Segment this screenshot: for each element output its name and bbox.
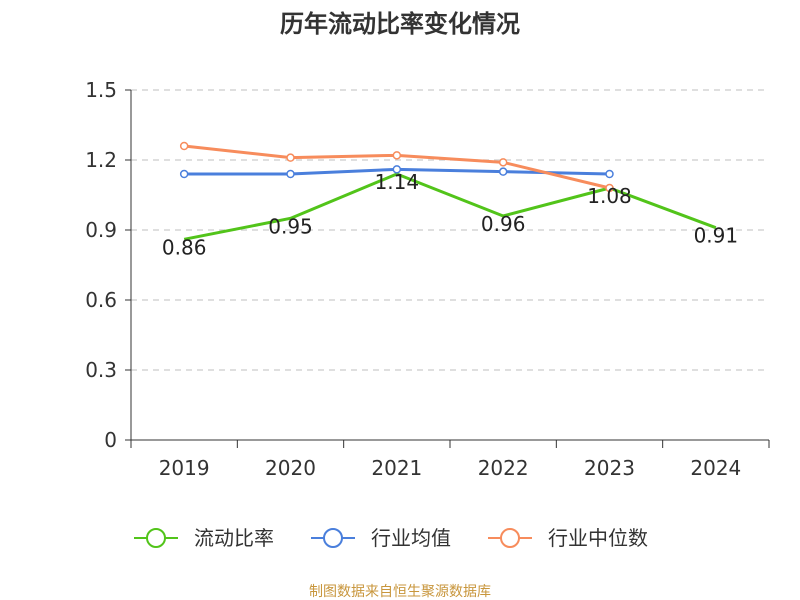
x-axis: 2019 2020 2021 2022 2023 2024: [130, 439, 770, 480]
data-labels: 0.86 0.95 1.14 0.96 1.08 0.91: [162, 170, 738, 259]
data-label: 1.14: [375, 170, 420, 194]
series-1: [179, 165, 614, 179]
series: [179, 141, 717, 241]
series-point: [179, 169, 189, 179]
x-tick-label: 2022: [478, 456, 529, 480]
legend[interactable]: 流动比率 行业均值 行业中位数: [134, 526, 648, 550]
series-point: [286, 153, 295, 162]
legend-item-0[interactable]: 流动比率: [134, 526, 274, 550]
y-tick-label: 0.3: [85, 358, 117, 382]
y-tick-label: 0.6: [85, 288, 117, 312]
y-tick-label: 0: [104, 428, 117, 452]
y-tick-label: 0.9: [85, 218, 117, 242]
data-label: 0.95: [268, 214, 313, 238]
series-point: [286, 169, 295, 179]
legend-marker: [323, 528, 343, 548]
series-2: [179, 141, 614, 193]
legend-marker: [500, 528, 520, 548]
x-tick-label: 2023: [584, 456, 635, 480]
legend-marker: [146, 528, 166, 548]
x-tick-label: 2020: [265, 456, 316, 480]
x-tick-label: 2024: [690, 456, 741, 480]
legend-item-2[interactable]: 行业中位数: [488, 526, 648, 550]
series-point: [605, 169, 614, 179]
legend-label: 流动比率: [194, 526, 274, 550]
data-label: 0.91: [694, 224, 739, 248]
legend-label: 行业中位数: [548, 526, 648, 550]
x-tick-label: 2019: [159, 456, 210, 480]
series-point: [179, 141, 189, 151]
series-point: [392, 165, 402, 174]
series-0: [183, 172, 717, 241]
series-line: [183, 172, 717, 241]
x-tick-label: 2021: [371, 456, 422, 480]
y-tick-label: 1.5: [85, 78, 117, 102]
series-point: [605, 183, 614, 193]
series-point: [498, 167, 508, 176]
legend-item-1[interactable]: 行业均值: [311, 526, 451, 550]
data-label: 0.96: [481, 212, 526, 236]
legend-label: 行业均值: [371, 526, 451, 550]
data-label: 0.86: [162, 235, 207, 259]
series-point: [392, 151, 402, 160]
chart-title: 历年流动比率变化情况: [280, 10, 520, 38]
y-tick-label: 1.2: [85, 148, 117, 172]
series-point: [498, 158, 508, 167]
data-label: 1.08: [587, 184, 632, 208]
y-axis: 0 0.3 0.6 0.9 1.2 1.5: [85, 78, 132, 452]
source-text: 制图数据来自恒生聚源数据库: [309, 584, 491, 600]
